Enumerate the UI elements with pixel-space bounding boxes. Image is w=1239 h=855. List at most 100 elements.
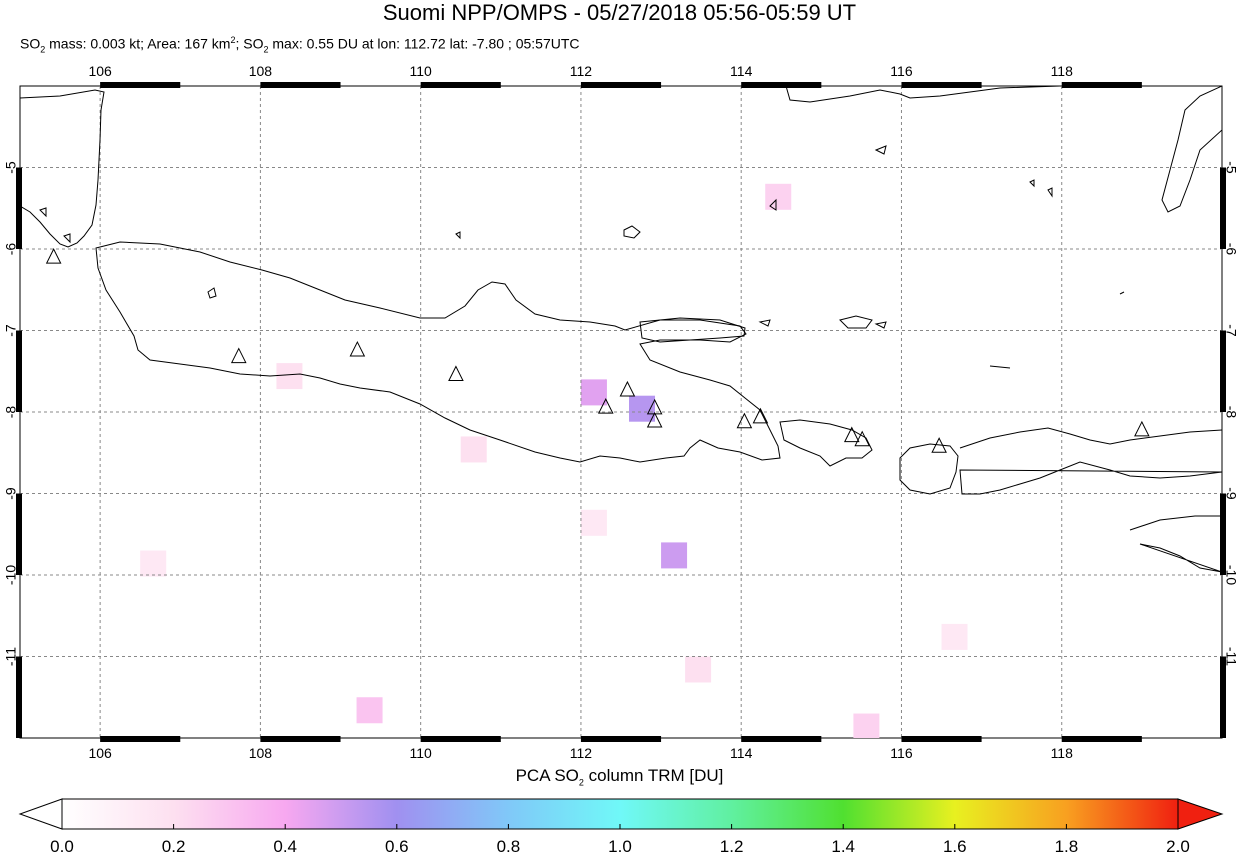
frame-bar-top	[260, 82, 341, 88]
lat-tick-right: -6	[1223, 243, 1239, 256]
colorbar-tick-label: 0.8	[497, 837, 521, 855]
colorbar-tick-label: 2.0	[1166, 837, 1190, 855]
colorbar-title: PCA SO2 column TRM [DU]	[515, 766, 724, 788]
lat-tick-right: -5	[1223, 161, 1239, 174]
volcano-triangle-icon	[843, 426, 860, 443]
lon-tick-bottom: 118	[1051, 745, 1074, 761]
so2-stats: SO2 mass: 0.003 kt; Area: 167 km2; SO2 m…	[20, 35, 580, 55]
lat-tick-right: -7	[1223, 324, 1239, 337]
frame-bar-top	[420, 82, 501, 88]
grid-lines	[20, 86, 1222, 738]
frame-bar-top	[901, 82, 982, 88]
lat-tick-left: -7	[3, 324, 19, 337]
lat-tick-left: -8	[3, 406, 19, 419]
volcano-triangle-icon	[646, 411, 663, 428]
frame-bar-top	[741, 82, 822, 88]
colorbar-tick-label: 0.2	[162, 837, 186, 855]
frame-bar-left	[16, 330, 22, 412]
coastline-java	[95, 241, 781, 463]
lat-tick-right: -11	[1223, 647, 1239, 666]
so2-cell-5	[765, 183, 792, 210]
lat-tick-right: -9	[1223, 487, 1239, 500]
volcano-triangle-icon	[854, 430, 871, 447]
volcano-triangle-icon	[1134, 420, 1150, 437]
lat-tick-left: -6	[3, 243, 19, 256]
so2-cell-8	[140, 550, 167, 577]
volcano-triangle-icon	[619, 380, 636, 397]
lon-tick-top: 112	[570, 63, 593, 79]
lon-tick-top: 114	[730, 63, 753, 79]
frame-bar-right	[1220, 167, 1226, 249]
colorbar-tick-label: 0.0	[50, 837, 74, 855]
volcano-triangle-icon	[230, 347, 247, 364]
frame-bar-bottom	[741, 736, 822, 742]
coastline-karimunjawa	[207, 231, 461, 299]
frame-bar-bottom	[901, 736, 982, 742]
lat-tick-left: -10	[3, 565, 19, 585]
frame-bar-top	[580, 82, 662, 88]
coastline-madura	[639, 317, 746, 343]
frame-bar-bottom	[420, 736, 501, 742]
frame-bar-top	[1061, 82, 1142, 88]
lat-tick-right: -8	[1223, 406, 1239, 419]
volcano-triangle-icon	[448, 365, 464, 382]
coastline-kangean	[758, 315, 887, 329]
lat-tick-left: -5	[3, 161, 19, 174]
volcano-triangle-icon	[349, 340, 366, 357]
frame-bar-right	[1220, 493, 1226, 575]
coastline-bawean	[623, 225, 641, 239]
colorbar-tick-label: 0.6	[385, 837, 409, 855]
coastline-sumbawa	[959, 427, 1222, 495]
lon-tick-bottom: 116	[890, 745, 913, 761]
so2-cell-3	[356, 697, 383, 724]
coastline-lombok	[899, 443, 959, 495]
so2-cell-11	[941, 623, 968, 650]
so2-cell-0	[580, 379, 607, 406]
coastline-bali	[779, 419, 873, 467]
so2-cell-10	[580, 509, 607, 536]
frame-bar-bottom	[100, 736, 181, 742]
coastline-sulawesi	[1161, 86, 1222, 213]
axis-ticks: 106 106 108 108 110 110 112 112 114 114 116 116 118 1…	[3, 63, 1239, 761]
volcano-triangle-icon	[597, 397, 614, 414]
lon-tick-bottom: 114	[730, 745, 753, 761]
coastline-sumba	[1129, 515, 1222, 573]
so2-cell-4	[853, 713, 880, 738]
volcano-triangle-icon	[931, 437, 947, 453]
so2-cells	[140, 183, 968, 738]
so2-cell-1	[629, 395, 656, 422]
colorbar-tick-label: 1.6	[943, 837, 967, 855]
map-title: Suomi NPP/OMPS - 05/27/2018 05:56-05:59 …	[382, 0, 857, 25]
volcano-triangle-icon	[736, 412, 753, 429]
lon-tick-bottom: 106	[88, 745, 112, 761]
frame-bar-bottom	[260, 736, 341, 742]
frame-bar-right	[1220, 330, 1226, 412]
frame-bar-top	[100, 82, 181, 88]
so2-cell-9	[685, 656, 712, 683]
volcano-triangle-icon	[45, 248, 62, 264]
frame-bar-bottom	[1061, 736, 1142, 742]
colorbar-tick-label: 0.4	[273, 837, 297, 855]
so2-cell-7	[460, 436, 487, 463]
axis-frame-bars	[16, 82, 1226, 742]
colorbar-tick-label: 1.8	[1055, 837, 1079, 855]
lon-tick-top: 108	[249, 63, 273, 79]
coastline-borneo	[785, 86, 1061, 103]
frame-bar-left	[16, 493, 22, 575]
lat-tick-left: -11	[3, 647, 19, 666]
lon-tick-top: 118	[1051, 63, 1074, 79]
colorbar-tick-label: 1.4	[831, 837, 855, 855]
lon-tick-top: 116	[890, 63, 913, 79]
colorbar-high-arrow	[1177, 798, 1224, 830]
so2-cell-6	[276, 363, 303, 390]
frame-bar-bottom	[580, 736, 662, 742]
frame-bar-left	[16, 167, 22, 249]
lat-tick-left: -9	[3, 487, 19, 500]
frame-bar-left	[16, 656, 22, 738]
lon-tick-bottom: 112	[570, 745, 593, 761]
lon-tick-top: 106	[88, 63, 112, 79]
frame-bar-right	[1220, 656, 1226, 738]
colorbar: 0.0 0.2 0.4 0.6 0.8 1.0 1.2 1.4 1.6 1.8 2.0	[18, 798, 1224, 855]
colorbar-tick-label: 1.2	[720, 837, 744, 855]
